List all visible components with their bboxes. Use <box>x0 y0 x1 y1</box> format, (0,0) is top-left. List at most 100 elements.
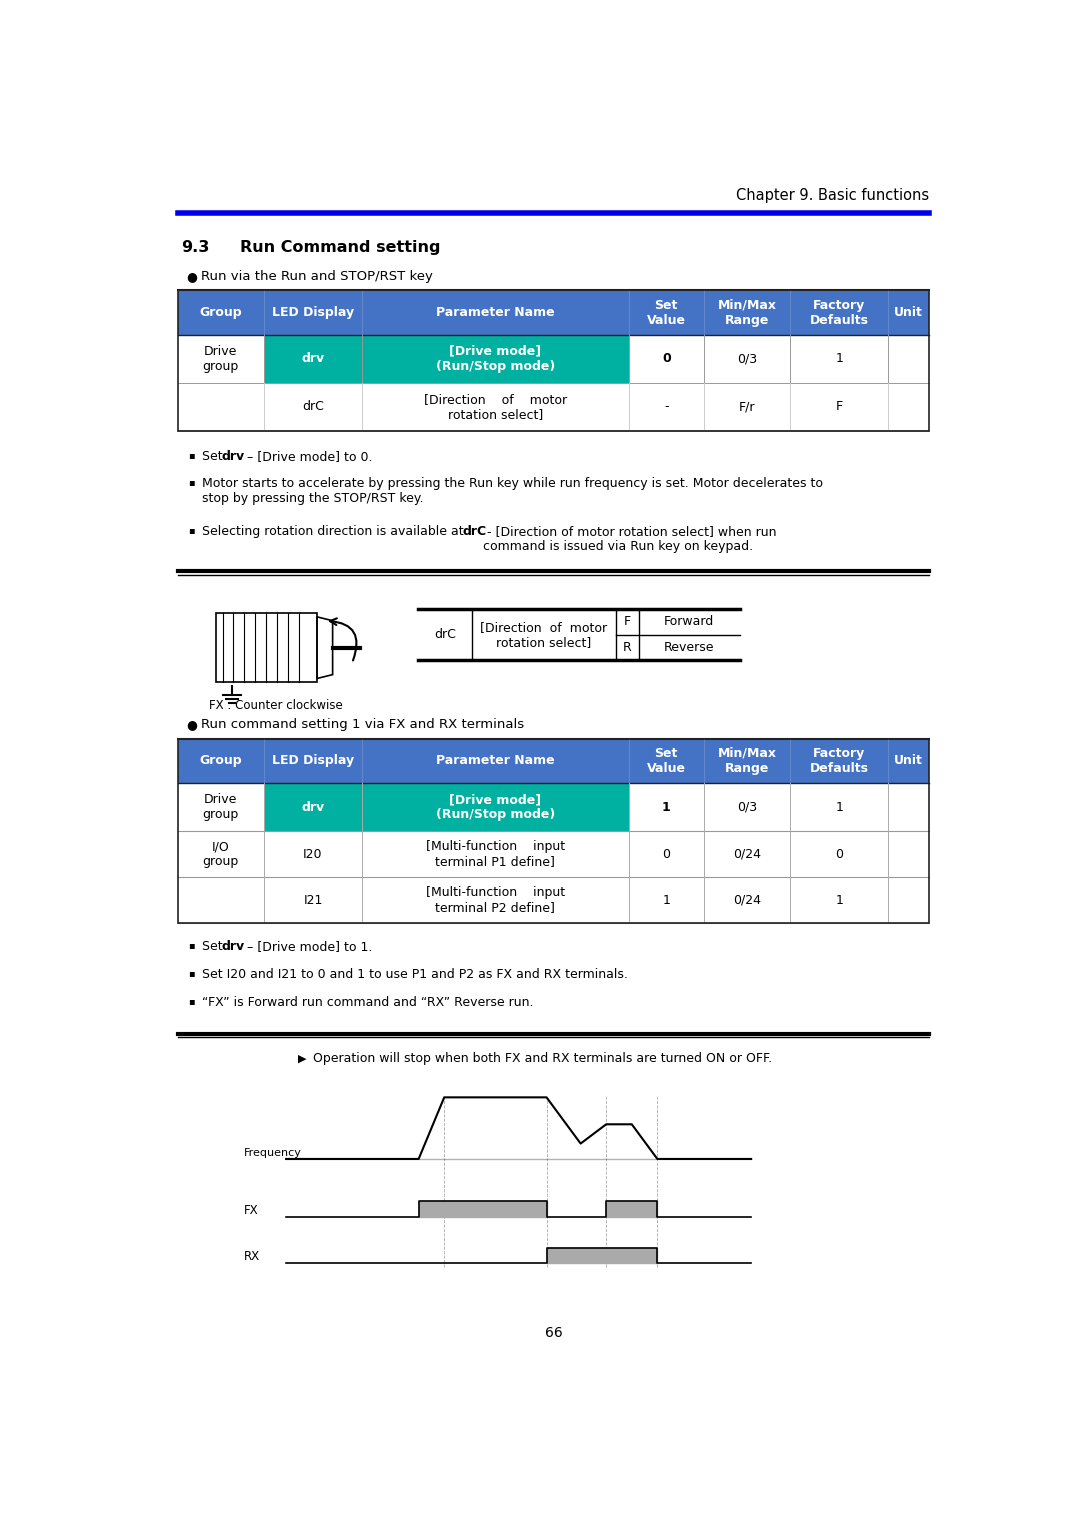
Text: Group: Group <box>200 755 242 767</box>
Text: - [Direction of motor rotation select] when run
command is issued via Run key on: - [Direction of motor rotation select] w… <box>483 524 777 553</box>
Bar <box>265 784 629 831</box>
Text: ▪: ▪ <box>188 996 194 1005</box>
Bar <box>177 738 930 923</box>
Text: [Multi-function    input
terminal P2 define]: [Multi-function input terminal P2 define… <box>426 886 565 914</box>
Text: Set: Set <box>202 940 227 953</box>
Text: LED Display: LED Display <box>272 755 354 767</box>
Text: Run command setting 1 via FX and RX terminals: Run command setting 1 via FX and RX term… <box>201 718 524 732</box>
Text: FX : Counter clockwise: FX : Counter clockwise <box>208 698 342 712</box>
Bar <box>177 290 930 431</box>
Text: 0: 0 <box>835 848 843 860</box>
Text: 66: 66 <box>544 1326 563 1340</box>
Polygon shape <box>318 617 333 678</box>
Text: Unit: Unit <box>894 755 923 767</box>
Text: ▶: ▶ <box>298 1054 307 1063</box>
Text: drv: drv <box>301 353 324 365</box>
Bar <box>704 335 791 384</box>
Text: Frequency: Frequency <box>243 1148 301 1158</box>
Text: Run via the Run and STOP/RST key: Run via the Run and STOP/RST key <box>201 270 433 283</box>
Text: drv: drv <box>221 449 245 463</box>
Bar <box>177 290 930 335</box>
Text: RX: RX <box>243 1250 259 1264</box>
Text: drC: drC <box>302 400 324 413</box>
Text: [Drive mode]
(Run/Stop mode): [Drive mode] (Run/Stop mode) <box>435 345 555 373</box>
Text: ●: ● <box>186 718 197 732</box>
Text: Selecting rotation direction is available at: Selecting rotation direction is availabl… <box>202 524 468 538</box>
Bar <box>629 335 704 384</box>
Text: Motor starts to accelerate by pressing the Run key while run frequency is set. M: Motor starts to accelerate by pressing t… <box>202 477 823 506</box>
Text: I20: I20 <box>303 848 323 860</box>
Bar <box>177 877 930 923</box>
Bar <box>177 384 930 431</box>
Text: ▪: ▪ <box>188 449 194 460</box>
Bar <box>177 738 930 784</box>
Text: F: F <box>836 400 842 413</box>
Bar <box>704 784 791 831</box>
Text: I21: I21 <box>303 894 323 906</box>
Text: I/O
group: I/O group <box>203 840 239 868</box>
Text: 0/3: 0/3 <box>737 801 757 813</box>
Text: Reverse: Reverse <box>664 640 714 654</box>
Text: – [Drive mode] to 0.: – [Drive mode] to 0. <box>243 449 373 463</box>
FancyArrowPatch shape <box>330 619 356 660</box>
Text: Drive
group: Drive group <box>203 345 239 373</box>
Text: F: F <box>623 616 631 628</box>
Text: F/r: F/r <box>739 400 755 413</box>
Text: ▪: ▪ <box>188 477 194 487</box>
Text: Parameter Name: Parameter Name <box>436 755 554 767</box>
Bar <box>888 335 930 384</box>
Text: Operation will stop when both FX and RX terminals are turned ON or OFF.: Operation will stop when both FX and RX … <box>313 1053 772 1065</box>
Text: 0/24: 0/24 <box>733 848 761 860</box>
Text: drv: drv <box>221 940 245 953</box>
Text: FX: FX <box>243 1204 258 1216</box>
Text: [Multi-function    input
terminal P1 define]: [Multi-function input terminal P1 define… <box>426 840 565 868</box>
Bar <box>177 831 930 877</box>
Text: LED Display: LED Display <box>272 306 354 319</box>
Bar <box>791 335 888 384</box>
Text: R: R <box>623 640 632 654</box>
Text: 1: 1 <box>662 801 671 813</box>
Text: Set
Value: Set Value <box>647 747 686 775</box>
Text: 0/3: 0/3 <box>737 353 757 365</box>
Text: Min/Max
Range: Min/Max Range <box>717 298 777 327</box>
Text: drC: drC <box>434 628 456 642</box>
Text: Drive
group: Drive group <box>203 793 239 821</box>
Text: ▪: ▪ <box>188 969 194 978</box>
Text: [Direction    of    motor
rotation select]: [Direction of motor rotation select] <box>423 393 567 420</box>
Text: Set I20 and I21 to 0 and 1 to use P1 and P2 as FX and RX terminals.: Set I20 and I21 to 0 and 1 to use P1 and… <box>202 969 629 981</box>
Text: Min/Max
Range: Min/Max Range <box>717 747 777 775</box>
Text: Set
Value: Set Value <box>647 298 686 327</box>
Text: Group: Group <box>200 306 242 319</box>
Bar <box>265 335 629 384</box>
Text: 0: 0 <box>662 353 671 365</box>
Text: Run Command setting: Run Command setting <box>240 240 441 255</box>
Text: Parameter Name: Parameter Name <box>436 306 554 319</box>
Text: -: - <box>664 400 669 413</box>
Text: 0/24: 0/24 <box>733 894 761 906</box>
Text: 9.3: 9.3 <box>181 240 210 255</box>
Text: [Direction  of  motor
rotation select]: [Direction of motor rotation select] <box>481 620 607 648</box>
Bar <box>177 784 265 831</box>
Text: ●: ● <box>186 270 197 283</box>
Text: Set: Set <box>202 449 227 463</box>
Text: drC: drC <box>462 524 486 538</box>
Bar <box>177 335 265 384</box>
Text: 0: 0 <box>662 848 671 860</box>
Text: 1: 1 <box>835 801 843 813</box>
Text: 1: 1 <box>662 894 671 906</box>
Bar <box>629 784 704 831</box>
Bar <box>791 784 888 831</box>
Text: ▪: ▪ <box>188 524 194 535</box>
Text: 1: 1 <box>835 353 843 365</box>
Text: Factory
Defaults: Factory Defaults <box>810 298 868 327</box>
Text: drv: drv <box>301 801 324 813</box>
Text: Forward: Forward <box>664 616 714 628</box>
Text: ▪: ▪ <box>188 940 194 950</box>
Text: Factory
Defaults: Factory Defaults <box>810 747 868 775</box>
Text: [Drive mode]
(Run/Stop mode): [Drive mode] (Run/Stop mode) <box>435 793 555 821</box>
Bar <box>216 613 318 683</box>
Bar <box>888 784 930 831</box>
Text: Unit: Unit <box>894 306 923 319</box>
Text: – [Drive mode] to 1.: – [Drive mode] to 1. <box>243 940 373 953</box>
Text: “FX” is Forward run command and “RX” Reverse run.: “FX” is Forward run command and “RX” Rev… <box>202 996 534 1008</box>
